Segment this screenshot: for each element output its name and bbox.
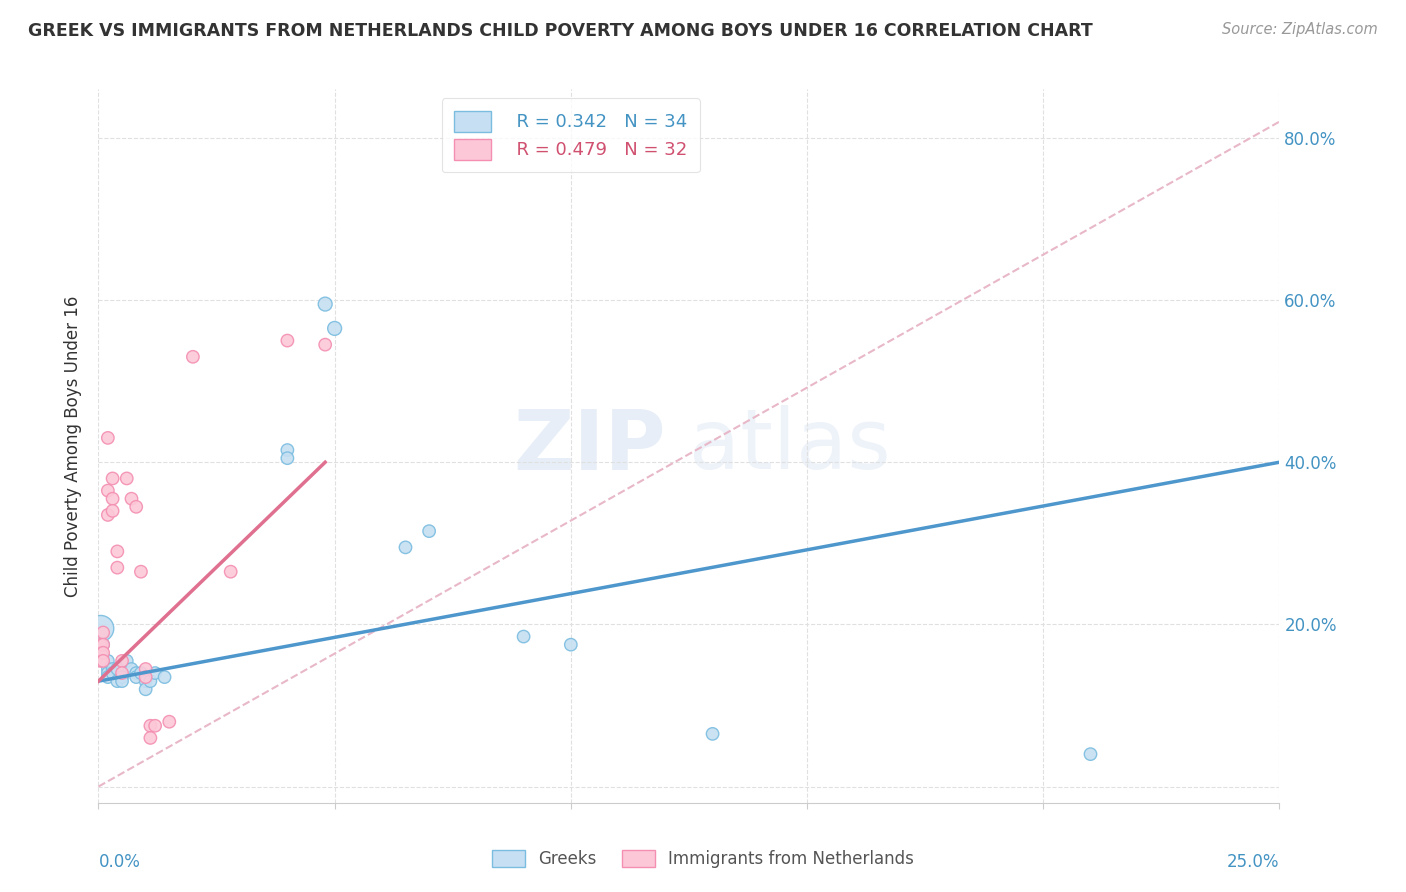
- Point: [314, 297, 336, 311]
- Point: [90, 622, 112, 636]
- Point: [90, 638, 112, 652]
- Point: [97, 508, 120, 522]
- Point: [97, 666, 120, 681]
- Point: [90, 654, 112, 668]
- Text: atlas: atlas: [689, 406, 890, 486]
- Point: [129, 565, 152, 579]
- Y-axis label: Child Poverty Among Boys Under 16: Child Poverty Among Boys Under 16: [65, 295, 83, 597]
- Point: [91, 638, 114, 652]
- Point: [125, 670, 148, 684]
- Text: ZIP: ZIP: [513, 406, 665, 486]
- Point: [135, 682, 157, 697]
- Point: [115, 471, 138, 485]
- Point: [121, 491, 143, 506]
- Point: [97, 662, 120, 676]
- Point: [125, 666, 148, 681]
- Point: [121, 662, 143, 676]
- Point: [157, 714, 180, 729]
- Point: [91, 646, 114, 660]
- Point: [97, 670, 120, 684]
- Point: [91, 654, 114, 668]
- Point: [512, 630, 534, 644]
- Legend:   R = 0.342   N = 34,   R = 0.479   N = 32: R = 0.342 N = 34, R = 0.479 N = 32: [441, 98, 700, 172]
- Point: [560, 638, 582, 652]
- Point: [153, 670, 176, 684]
- Text: 25.0%: 25.0%: [1227, 853, 1279, 871]
- Point: [97, 654, 120, 668]
- Point: [111, 666, 134, 681]
- Point: [111, 670, 134, 684]
- Point: [91, 638, 114, 652]
- Point: [125, 500, 148, 514]
- Point: [90, 646, 112, 660]
- Point: [97, 483, 120, 498]
- Point: [219, 565, 242, 579]
- Point: [101, 491, 124, 506]
- Point: [181, 350, 204, 364]
- Point: [702, 727, 724, 741]
- Point: [276, 451, 298, 466]
- Legend: Greeks, Immigrants from Netherlands: Greeks, Immigrants from Netherlands: [485, 843, 921, 875]
- Point: [111, 654, 134, 668]
- Point: [139, 674, 162, 689]
- Point: [111, 674, 134, 689]
- Text: Source: ZipAtlas.com: Source: ZipAtlas.com: [1222, 22, 1378, 37]
- Point: [418, 524, 440, 538]
- Point: [276, 334, 298, 348]
- Point: [105, 544, 128, 558]
- Point: [105, 560, 128, 574]
- Point: [323, 321, 346, 335]
- Point: [101, 666, 124, 681]
- Text: 0.0%: 0.0%: [98, 853, 141, 871]
- Point: [139, 731, 162, 745]
- Point: [129, 666, 152, 681]
- Point: [101, 471, 124, 485]
- Text: GREEK VS IMMIGRANTS FROM NETHERLANDS CHILD POVERTY AMONG BOYS UNDER 16 CORRELATI: GREEK VS IMMIGRANTS FROM NETHERLANDS CHI…: [28, 22, 1092, 40]
- Point: [91, 654, 114, 668]
- Point: [105, 662, 128, 676]
- Point: [101, 504, 124, 518]
- Point: [91, 649, 114, 664]
- Point: [139, 719, 162, 733]
- Point: [105, 674, 128, 689]
- Point: [143, 666, 166, 681]
- Point: [115, 654, 138, 668]
- Point: [135, 674, 157, 689]
- Point: [394, 541, 416, 555]
- Point: [143, 719, 166, 733]
- Point: [314, 337, 336, 351]
- Point: [135, 670, 157, 684]
- Point: [97, 431, 120, 445]
- Point: [276, 443, 298, 458]
- Point: [1080, 747, 1102, 761]
- Point: [91, 625, 114, 640]
- Point: [101, 662, 124, 676]
- Point: [135, 662, 157, 676]
